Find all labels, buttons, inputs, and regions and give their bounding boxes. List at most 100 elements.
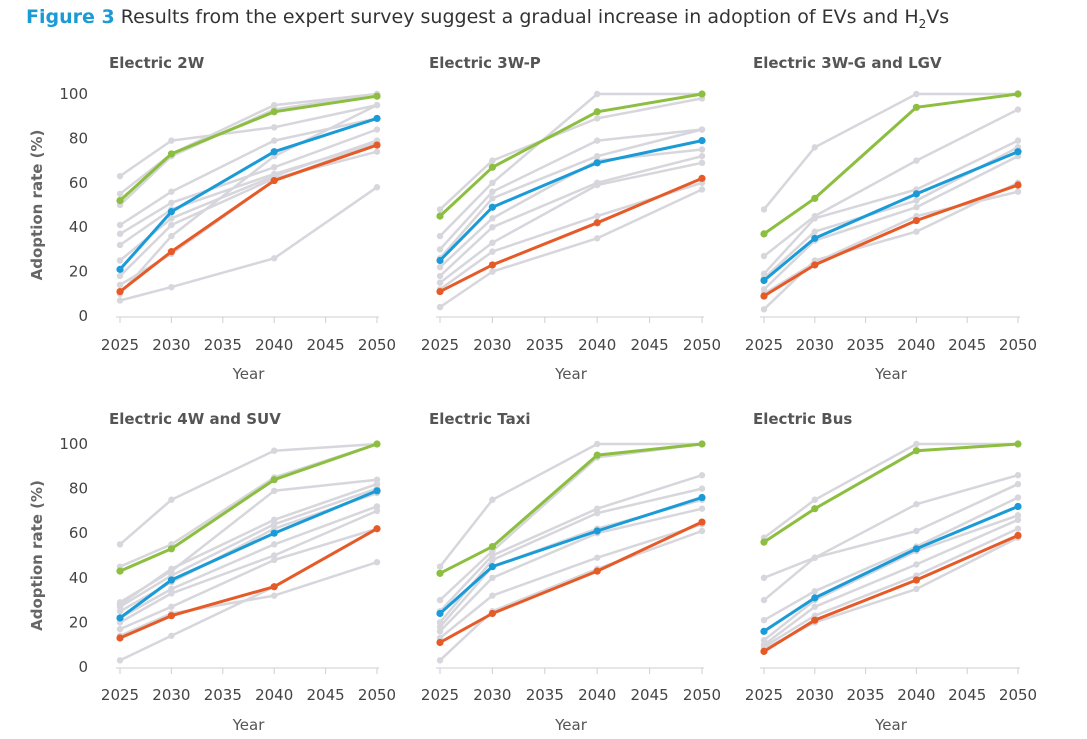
expert-response-point: [811, 587, 818, 595]
expert-response-point: [594, 115, 601, 122]
panel-title: Electric 3W-G and LGV: [753, 54, 942, 72]
expert-response-line: [438, 128, 704, 251]
green-series-point: [912, 103, 921, 111]
y-tick-label: 80: [69, 129, 88, 147]
x-tick-label: 2050: [683, 336, 721, 354]
orange-series-point: [811, 261, 819, 269]
expert-response-line: [118, 505, 379, 620]
chart-panel-5: Electric Taxi 2025 2030 2035 2040 2045 2050 Yea…: [421, 410, 721, 734]
green-series-point: [373, 92, 381, 100]
green-series-point: [698, 90, 706, 98]
orange-series-point: [373, 141, 381, 149]
expert-response-point: [594, 212, 601, 220]
expert-response-point: [698, 152, 706, 160]
expert-response-point: [271, 541, 278, 548]
expert-response-point: [373, 507, 381, 515]
expert-response-line: [118, 150, 379, 278]
expert-response-point: [1014, 188, 1022, 195]
x-tick-label: 2040: [255, 336, 293, 354]
expert-response-line: [762, 527, 1020, 649]
expert-response-line: [762, 442, 1020, 539]
orange-series-point: [167, 248, 175, 256]
green-series-point: [1014, 440, 1022, 448]
green-series-point: [270, 108, 278, 116]
expert-response-point: [698, 505, 706, 512]
orange-series-point: [593, 567, 601, 575]
x-tick-label: 2035: [526, 336, 564, 354]
expert-response-point: [760, 637, 768, 644]
expert-response-point: [271, 552, 278, 559]
figure-label: Figure 3: [26, 6, 115, 28]
green-series-point: [488, 542, 496, 551]
y-tick-label: 80: [69, 480, 88, 498]
orange-series-line: [762, 183, 1020, 298]
expert-response-point: [168, 283, 175, 291]
expert-response-point: [271, 447, 278, 454]
expert-response-point: [1014, 106, 1022, 113]
x-tick-label: 2045: [307, 336, 345, 354]
expert-response-point: [436, 206, 444, 213]
expert-response-line: [438, 188, 704, 309]
expert-response-point: [271, 164, 278, 171]
y-tick-label: 40: [69, 218, 88, 236]
x-tick-label: 2030: [473, 336, 511, 354]
expert-response-line: [762, 518, 1020, 646]
orange-series-point: [1014, 181, 1022, 189]
expert-response-line: [762, 139, 1020, 276]
expert-response-line: [762, 154, 1020, 291]
expert-response-point: [168, 137, 175, 144]
expert-response-point: [489, 179, 496, 186]
expert-response-point: [373, 503, 381, 510]
expert-response-point: [489, 268, 496, 275]
expert-response-point: [116, 297, 124, 304]
green-series-line: [438, 442, 704, 575]
expert-response-point: [116, 541, 124, 548]
blue-series-point: [436, 609, 444, 618]
expert-response-point: [436, 628, 444, 635]
x-tick-label: 2030: [473, 686, 511, 704]
orange-series-line: [118, 527, 379, 640]
y-axis-label: Adoption rate (%): [28, 480, 46, 631]
expert-response-line: [438, 442, 704, 568]
blue-series-point: [116, 614, 124, 622]
expert-response-line: [762, 473, 1020, 580]
expert-response-line: [762, 482, 1020, 602]
x-tick-label: 2045: [948, 336, 986, 354]
orange-series-point: [488, 261, 496, 269]
expert-response-point: [594, 137, 601, 144]
chart-panel-4: Electric 4W and SUV020406080100Adoption …: [28, 410, 396, 734]
expert-response-point: [913, 157, 920, 164]
expert-response-line: [438, 523, 704, 640]
expert-response-point: [116, 603, 124, 610]
blue-series-point: [488, 203, 496, 211]
expert-response-point: [698, 159, 706, 167]
expert-response-point: [913, 228, 920, 235]
expert-response-point: [1014, 494, 1022, 501]
expert-response-point: [913, 561, 920, 568]
expert-response-point: [698, 472, 706, 479]
expert-response-point: [489, 574, 496, 581]
blue-series-line: [762, 150, 1020, 282]
orange-series-line: [118, 143, 379, 294]
blue-series-point: [811, 594, 819, 602]
expert-response-point: [489, 239, 496, 246]
blue-series-point: [760, 627, 768, 635]
x-tick-label: 2040: [255, 686, 293, 704]
expert-response-point: [436, 303, 444, 311]
expert-response-point: [594, 440, 601, 448]
expert-response-point: [489, 224, 496, 231]
x-tick-label: 2045: [307, 686, 345, 704]
green-series-point: [912, 447, 921, 455]
expert-response-point: [271, 592, 278, 599]
green-series-point: [167, 150, 175, 158]
x-tick-label: 2035: [847, 686, 885, 704]
expert-response-point: [373, 476, 381, 483]
blue-series-point: [167, 208, 175, 216]
blue-series-point: [488, 563, 496, 571]
expert-response-point: [271, 255, 278, 262]
orange-series-point: [116, 634, 124, 642]
x-axis-label: Year: [874, 716, 908, 734]
orange-series-point: [698, 518, 706, 526]
expert-response-point: [116, 257, 124, 264]
x-tick-label: 2050: [683, 686, 721, 704]
